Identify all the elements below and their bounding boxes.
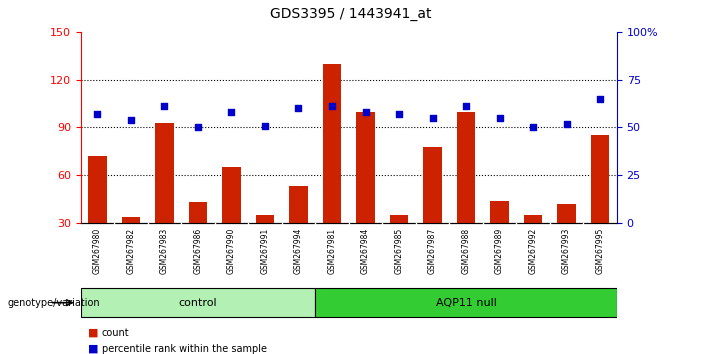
Point bbox=[226, 109, 237, 115]
Text: GSM267984: GSM267984 bbox=[361, 228, 370, 274]
Point bbox=[393, 111, 404, 117]
Bar bbox=[122, 217, 140, 223]
Bar bbox=[322, 64, 341, 223]
Point bbox=[125, 117, 137, 122]
FancyBboxPatch shape bbox=[315, 288, 617, 317]
Bar bbox=[390, 215, 408, 223]
Text: ■: ■ bbox=[88, 344, 98, 354]
Text: GSM267995: GSM267995 bbox=[596, 228, 605, 274]
Text: GSM267983: GSM267983 bbox=[160, 228, 169, 274]
Point bbox=[327, 104, 338, 109]
Bar bbox=[356, 112, 375, 223]
Text: control: control bbox=[179, 298, 217, 308]
Bar bbox=[423, 147, 442, 223]
Text: GDS3395 / 1443941_at: GDS3395 / 1443941_at bbox=[270, 7, 431, 21]
Bar bbox=[491, 201, 509, 223]
Point bbox=[461, 104, 472, 109]
Text: GSM267989: GSM267989 bbox=[495, 228, 504, 274]
Bar bbox=[557, 204, 576, 223]
Bar bbox=[222, 167, 240, 223]
Bar bbox=[591, 136, 609, 223]
Point bbox=[92, 111, 103, 117]
Bar bbox=[189, 202, 207, 223]
Text: GSM267981: GSM267981 bbox=[327, 228, 336, 274]
Text: ■: ■ bbox=[88, 328, 98, 338]
Point bbox=[427, 115, 438, 121]
Point bbox=[594, 96, 606, 102]
Text: genotype/variation: genotype/variation bbox=[7, 298, 100, 308]
Bar bbox=[457, 112, 475, 223]
Text: GSM267991: GSM267991 bbox=[261, 228, 269, 274]
Text: GSM267992: GSM267992 bbox=[529, 228, 538, 274]
Point bbox=[293, 105, 304, 111]
Point bbox=[360, 109, 371, 115]
Text: count: count bbox=[102, 328, 129, 338]
Text: GSM267980: GSM267980 bbox=[93, 228, 102, 274]
Text: AQP11 null: AQP11 null bbox=[435, 298, 496, 308]
Point bbox=[259, 123, 271, 129]
Bar bbox=[155, 123, 174, 223]
Text: GSM267988: GSM267988 bbox=[461, 228, 470, 274]
Bar bbox=[290, 187, 308, 223]
Point bbox=[192, 125, 203, 130]
Point bbox=[527, 125, 538, 130]
Text: GSM267985: GSM267985 bbox=[395, 228, 404, 274]
Text: percentile rank within the sample: percentile rank within the sample bbox=[102, 344, 266, 354]
Text: GSM267987: GSM267987 bbox=[428, 228, 437, 274]
Text: GSM267982: GSM267982 bbox=[126, 228, 135, 274]
Point bbox=[561, 121, 572, 126]
Text: GSM267986: GSM267986 bbox=[193, 228, 203, 274]
Text: GSM267993: GSM267993 bbox=[562, 228, 571, 274]
Point bbox=[494, 115, 505, 121]
Text: GSM267994: GSM267994 bbox=[294, 228, 303, 274]
Bar bbox=[256, 215, 274, 223]
Bar bbox=[524, 215, 543, 223]
Text: GSM267990: GSM267990 bbox=[227, 228, 236, 274]
Bar bbox=[88, 156, 107, 223]
Point bbox=[159, 104, 170, 109]
FancyBboxPatch shape bbox=[81, 288, 315, 317]
